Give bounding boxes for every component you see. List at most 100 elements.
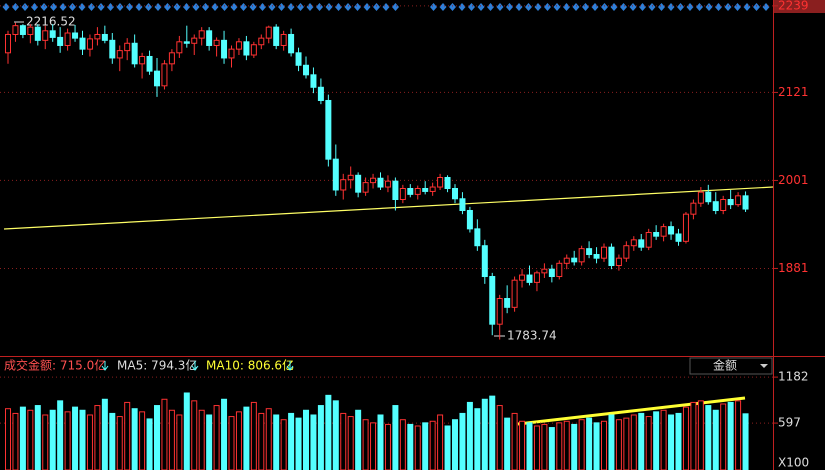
candle-body (362, 182, 369, 193)
candle-body (213, 39, 220, 46)
toolbar-diamond (705, 3, 713, 11)
candle-body (250, 44, 257, 56)
volume-tick-label: 597 (778, 416, 801, 430)
toolbar-diamond (610, 3, 618, 11)
candle-body (586, 248, 593, 256)
candle-body (615, 257, 622, 267)
toolbar-diamond (458, 3, 466, 11)
toolbar-diamond (278, 3, 285, 11)
candle-body (645, 232, 652, 248)
candle-body (310, 74, 317, 88)
candle-body (660, 226, 667, 237)
volume-bar (295, 417, 302, 470)
candle-body (183, 41, 190, 44)
candle-body (638, 239, 645, 248)
volume-bar (742, 413, 749, 470)
toolbar-diamond (430, 3, 437, 11)
candle-body (355, 174, 362, 193)
toolbar-diamond (249, 3, 257, 11)
ma10-label: MA10: 806.6亿 (206, 358, 294, 373)
volume-bar (556, 422, 563, 470)
candle-body (563, 257, 570, 264)
toolbar-diamond (582, 3, 589, 11)
toolbar-diamond (183, 3, 190, 11)
candle-body (697, 191, 704, 204)
ma5-label: MA5: 794.3亿 (117, 358, 197, 373)
toolbar-diamond (306, 3, 314, 11)
toolbar-diamond (40, 3, 48, 11)
candle-body (295, 52, 302, 66)
candle-body (474, 228, 481, 247)
candle-body (72, 32, 79, 39)
volume-bar (489, 395, 496, 470)
volume-bar (273, 414, 280, 470)
candle-body (377, 177, 384, 188)
selector-caret[interactable] (760, 364, 768, 368)
candle-body (191, 37, 198, 44)
candle-body (27, 26, 34, 35)
volume-bar (504, 417, 511, 470)
price-tag (774, 0, 825, 13)
down-arrow (191, 361, 199, 371)
candle-body (198, 30, 205, 39)
toolbar-diamond (192, 3, 200, 11)
candle-body (57, 36, 64, 46)
volume-bar (139, 411, 146, 470)
toolbar-diamond (620, 3, 627, 11)
candle-body (399, 188, 406, 201)
volume-bar (533, 425, 540, 470)
toolbar-diamond (173, 3, 181, 11)
candle-body (422, 188, 429, 192)
toolbar-diamond (506, 3, 513, 11)
volume-bar (601, 420, 607, 470)
volume-bar (399, 419, 406, 470)
candle-body (154, 70, 160, 87)
volume-bar (116, 416, 123, 470)
toolbar-diamond (696, 3, 703, 11)
volume-bar (615, 419, 622, 470)
toolbar-diamond (126, 3, 133, 11)
candle-body (34, 26, 41, 41)
volume-bar (496, 405, 503, 470)
toolbar-diamond (629, 3, 637, 11)
volume-trend-line (517, 396, 746, 426)
candle-body (131, 42, 138, 65)
candle-body (243, 41, 250, 56)
volume-bar (466, 401, 473, 470)
volume-bar (355, 409, 362, 470)
volume-bar (221, 398, 228, 470)
candle-body (116, 50, 123, 59)
toolbar-diamond (2, 3, 10, 11)
volume-bar (541, 423, 548, 470)
volume-bar (49, 409, 56, 470)
volume-bar (57, 400, 64, 470)
volume-tick-label: 1182 (778, 370, 809, 384)
candle-body (548, 268, 555, 278)
candle-body (496, 298, 503, 325)
volume-bar (154, 405, 160, 470)
toolbar-diamond (487, 3, 494, 11)
candle-body (556, 262, 563, 278)
volume-bar (198, 409, 205, 470)
toolbar-diamond (316, 3, 323, 11)
candle-body (317, 86, 324, 101)
toolbar-diamond (31, 3, 38, 11)
selector-label[interactable]: 金额 (713, 358, 737, 373)
candle-body (5, 33, 11, 54)
toolbar-diamond (107, 3, 114, 11)
volume-bar (660, 409, 667, 470)
selector[interactable] (689, 357, 773, 375)
toolbar-diamond (591, 3, 599, 11)
y-tick-label: 2121 (778, 85, 809, 99)
toolbar-diamond (439, 3, 447, 11)
volume-bar (705, 405, 712, 470)
candle-body (526, 274, 533, 283)
toolbar-diamond (230, 3, 238, 11)
candle-body (720, 199, 727, 212)
candle-body (630, 239, 637, 247)
candle-body (578, 248, 585, 263)
toolbar-diamond (515, 3, 523, 11)
toolbar-diamond (335, 3, 342, 11)
toolbar-diamond (677, 3, 684, 11)
